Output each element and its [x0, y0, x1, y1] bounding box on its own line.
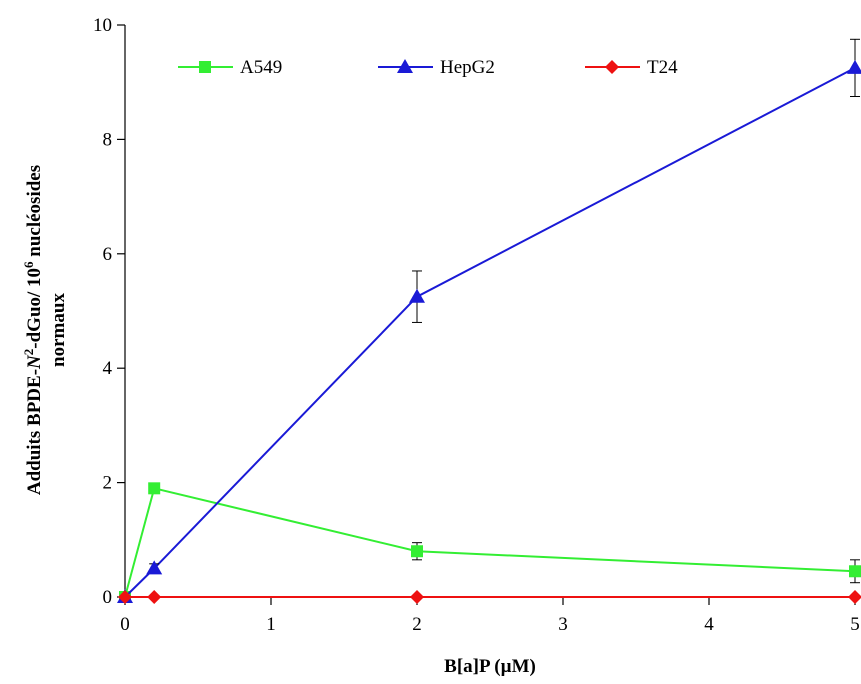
- y-axis-title-sup: 2: [21, 349, 36, 356]
- y-axis-title-italic: N: [24, 354, 45, 370]
- legend-item-t24: T24: [585, 57, 678, 78]
- x-tick-label: 2: [412, 614, 422, 635]
- legend-item-a549: A549: [178, 57, 282, 78]
- point-hepg2: [409, 288, 425, 303]
- legend-label-a549: A549: [240, 57, 282, 78]
- y-axis-title-suffix: nucléosides: [24, 165, 45, 262]
- point-t24: [410, 590, 424, 604]
- legend-label-hepg2: HepG2: [440, 57, 495, 78]
- point-t24: [118, 590, 132, 604]
- y-tick-label: 4: [103, 358, 113, 379]
- legend-item-hepg2: HepG2: [378, 57, 495, 78]
- legend: A549 HepG2 T24: [178, 57, 678, 78]
- series-line-a549: [124, 487, 856, 598]
- x-tick-label: 0: [120, 614, 130, 635]
- y-axis-title: Adduits BPDE-N2-dGuo/ 106 nucléosides: [21, 165, 46, 495]
- y-axis-title-mid: -dGuo/ 10: [24, 268, 45, 349]
- point-t24: [147, 590, 162, 604]
- legend-label-t24: T24: [647, 57, 678, 78]
- series-hepg2: [117, 38, 861, 603]
- x-tick-label: 5: [850, 614, 860, 635]
- y-tick-label: 0: [103, 587, 113, 608]
- point-a549: [411, 545, 423, 558]
- series-t24: [118, 590, 861, 604]
- axes: 0 2 4 6 8 10 0 1 2 3 4 5: [93, 15, 860, 635]
- x-tick-label: 3: [558, 614, 568, 635]
- point-hepg2: [847, 59, 861, 74]
- series-line-hepg2: [124, 67, 856, 598]
- x-tick-label: 1: [266, 614, 276, 635]
- point-a549: [148, 482, 161, 495]
- y-axis-title-sup2: 6: [21, 261, 36, 268]
- x-tick-label: 4: [704, 614, 714, 635]
- point-hepg2: [146, 560, 163, 575]
- series-layer: [117, 38, 861, 604]
- point-t24: [848, 590, 861, 604]
- y-tick-label: 8: [103, 129, 113, 150]
- x-axis-title: B[a]P (µM): [444, 656, 536, 677]
- y-tick-label: 10: [93, 15, 112, 36]
- series-a549: [119, 482, 861, 603]
- y-axis-title-prefix: Adduits BPDE-: [24, 369, 45, 495]
- y-tick-label: 6: [103, 244, 113, 265]
- y-axis-title-line2: normaux: [48, 293, 69, 367]
- y-tick-label: 2: [103, 473, 113, 494]
- legend-marker-t24: [605, 60, 619, 74]
- point-a549: [849, 565, 861, 578]
- legend-marker-hepg2: [397, 59, 413, 73]
- legend-marker-a549: [199, 61, 211, 73]
